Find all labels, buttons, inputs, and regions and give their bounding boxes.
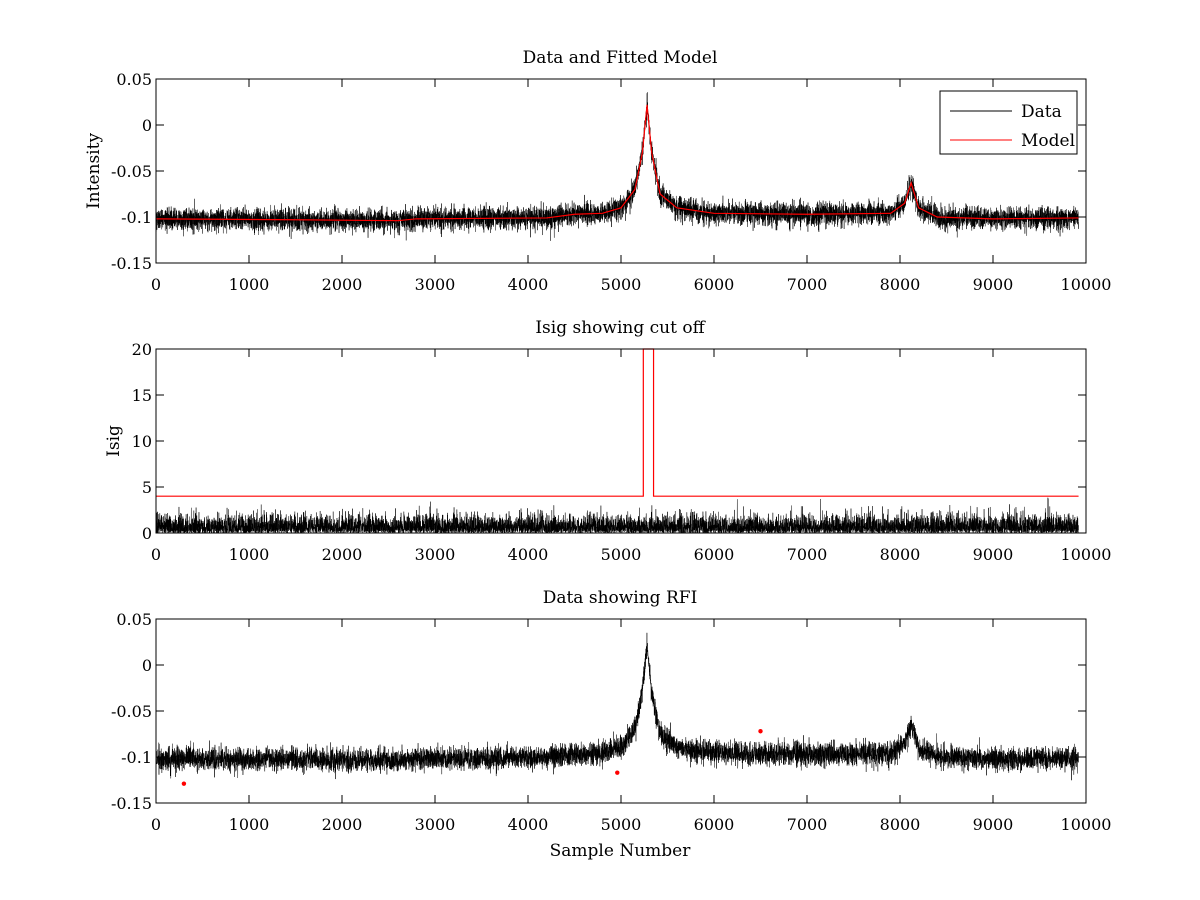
xtick-label: 2000 (322, 545, 363, 564)
xtick-label: 10000 (1061, 815, 1112, 834)
ticks-3: 0 1000 2000 3000 4000 5000 6000 7000 8000 9000 100… (111, 610, 1111, 834)
ytick-label: 5 (142, 478, 152, 497)
title-data-showing-rfi: Data showing RFI (543, 588, 698, 608)
plot-area-1 (155, 92, 1079, 241)
xtick-label: 5000 (601, 815, 642, 834)
series-model (155, 104, 1079, 222)
xtick-label: 10000 (1061, 545, 1112, 564)
xtick-label: 9000 (973, 815, 1014, 834)
axes-frame-1 (155, 78, 1087, 264)
ytick-label: -0.1 (121, 748, 152, 767)
ytick-label: -0.1 (121, 208, 152, 227)
xtick-label: 8000 (880, 545, 921, 564)
title-isig-showing-cut-off: Isig showing cut off (535, 318, 706, 338)
title-data-and-fitted-model: Data and Fitted Model (523, 48, 718, 68)
legend: Data Model (939, 90, 1078, 155)
ytick-label: 0 (142, 656, 152, 675)
xtick-label: 7000 (787, 275, 828, 294)
xtick-label: 0 (151, 275, 161, 294)
xtick-label: 6000 (694, 815, 735, 834)
panel-isig: Isig showing cut off Isig 0 1000 2000 3000 4… (104, 318, 1111, 564)
ticks-2: 0 1000 2000 3000 4000 5000 6000 7000 8000 9000 100… (132, 340, 1112, 564)
ytick-label: -0.15 (111, 794, 152, 813)
ytick-label: 0 (142, 524, 152, 543)
legend-label-model: Model (1021, 131, 1075, 151)
xtick-label: 2000 (322, 275, 363, 294)
ytick-label: -0.05 (111, 702, 152, 721)
xtick-label: 4000 (508, 275, 549, 294)
axes-frame-2 (155, 348, 1087, 534)
ytick-label: 20 (132, 340, 152, 359)
xtick-label: 6000 (694, 545, 735, 564)
xtick-label: 6000 (694, 275, 735, 294)
xtick-label: 7000 (787, 815, 828, 834)
ytick-label: 10 (132, 432, 152, 451)
xtick-label: 8000 (880, 275, 921, 294)
xtick-label: 2000 (322, 815, 363, 834)
ytick-label: 0 (142, 116, 152, 135)
xtick-label: 1000 (229, 275, 270, 294)
xtick-label: 0 (151, 815, 161, 834)
xtick-label: 1000 (229, 545, 270, 564)
xtick-label: 7000 (787, 545, 828, 564)
xlabel-sample-number: Sample Number (550, 841, 692, 861)
ytick-label: 15 (132, 386, 152, 405)
xtick-label: 10000 (1061, 275, 1112, 294)
xtick-label: 5000 (601, 275, 642, 294)
ticks-1: 0 1000 2000 3000 4000 5000 6000 7000 8000 9000 100… (111, 70, 1111, 294)
rfi-marker (615, 770, 620, 775)
series-data (155, 632, 1079, 781)
xtick-label: 3000 (415, 545, 456, 564)
legend-label-data: Data (1021, 102, 1062, 122)
xtick-label: 9000 (973, 545, 1014, 564)
ytick-label: -0.15 (111, 254, 152, 273)
ytick-label: 0.05 (116, 70, 152, 89)
legend-box (939, 90, 1078, 155)
xtick-label: 4000 (508, 815, 549, 834)
ytick-label: 0.05 (116, 610, 152, 629)
xtick-label: 0 (151, 545, 161, 564)
xtick-label: 4000 (508, 545, 549, 564)
panel-data-and-model: Data and Fitted Model Intensity 0 1000 200… (84, 48, 1111, 294)
series-isig (155, 497, 1079, 534)
xtick-label: 9000 (973, 275, 1014, 294)
ylabel-intensity: Intensity (84, 133, 104, 209)
xtick-label: 5000 (601, 545, 642, 564)
axes-frame-3 (155, 618, 1087, 804)
xtick-label: 3000 (415, 275, 456, 294)
xtick-label: 8000 (880, 815, 921, 834)
rfi-marker (181, 781, 187, 786)
rfi-marker (758, 729, 763, 734)
ytick-label: -0.05 (111, 162, 152, 181)
xtick-label: 1000 (229, 815, 270, 834)
plot-area-3 (155, 632, 1079, 786)
series-data (155, 92, 1079, 241)
panel-data-rfi: Data showing RFI 0 1000 2000 3000 4000 5000 60… (111, 588, 1111, 861)
xtick-label: 3000 (415, 815, 456, 834)
ylabel-isig: Isig (104, 425, 124, 457)
